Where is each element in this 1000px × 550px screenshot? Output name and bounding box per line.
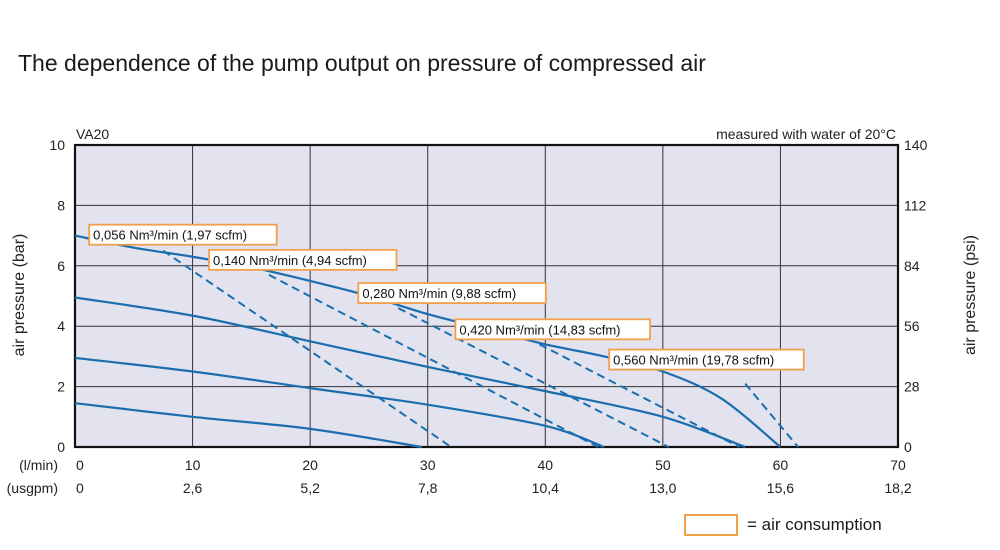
x-tick-label: 20 [302,457,318,473]
air-consumption-line [538,343,740,448]
legend-label: = air consumption [747,515,882,534]
y-tick-label: 6 [57,258,65,274]
y-tick-label: 2 [57,379,65,395]
x2-tick-label: 7,8 [418,480,438,496]
air-consumption-line [162,249,452,448]
air-consumption-label: 0,140 Nm³/min (4,94 scfm) [213,253,367,268]
x-tick-label: 10 [185,457,201,473]
x2-tick-label: 2,6 [183,480,203,496]
air-consumption-label-box [88,223,278,246]
x2-tick-label: 13,0 [649,480,676,496]
y-tick-label: 10 [49,137,65,153]
page-title: The dependence of the pump output on pre… [18,50,706,76]
y2-tick-label: 112 [904,197,927,213]
model-label: VA20 [76,126,109,142]
pressure-curve [74,296,746,449]
air-consumption-label-box [208,248,398,271]
x-tick-label: 70 [890,457,906,473]
x-tick-label: 60 [773,457,789,473]
air-consumption-label-box [608,348,805,371]
air-consumption-label-box [454,318,651,341]
air-consumption-label-box [357,282,547,304]
legend-swatch-air-consumption [684,514,738,536]
air-consumption-label: 0,280 Nm³/min (9,88 scfm) [362,286,516,301]
y2-tick-label: 140 [904,137,928,153]
measurement-note: measured with water of 20°C [716,126,896,142]
x-tick-label: 50 [655,457,671,473]
y-axis-title-left: air pressure (bar) [11,234,28,357]
y2-tick-label: 84 [904,258,920,274]
y-tick-label: 8 [57,197,65,213]
y2-tick-label: 56 [904,318,920,334]
x-tick-label: 40 [537,457,553,473]
plot-frame [73,143,900,449]
y2-tick-label: 28 [904,379,920,395]
air-consumption-label: 0,420 Nm³/min (14,83 scfm) [459,322,620,337]
x2-tick-label: 18,2 [884,480,911,496]
y-axis-title-right: air pressure (psi) [962,235,979,355]
pressure-curve [74,356,605,449]
pressure-curve [74,234,782,448]
air-consumption-line [268,273,599,448]
y-tick-label: 4 [57,318,65,334]
y-tick-label: 0 [57,439,65,455]
x2-tick-label: 15,6 [767,480,794,496]
air-consumption-line [397,307,670,448]
x-axis-unit-usgpm: (usgpm) [7,480,58,496]
air-consumption-label: 0,056 Nm³/min (1,97 scfm) [93,228,247,243]
pressure-curve [74,402,423,449]
x-tick-label: 0 [76,457,84,473]
air-consumption-line [744,382,799,448]
x2-tick-label: 10,4 [532,480,559,496]
x-axis-unit-lmin: (l/min) [19,457,58,473]
x2-tick-label: 5,2 [300,480,320,496]
y2-tick-label: 0 [904,439,912,455]
air-consumption-label: 0,560 Nm³/min (19,78 scfm) [613,353,774,368]
x-tick-label: 30 [420,457,436,473]
x2-tick-label: 0 [76,480,84,496]
